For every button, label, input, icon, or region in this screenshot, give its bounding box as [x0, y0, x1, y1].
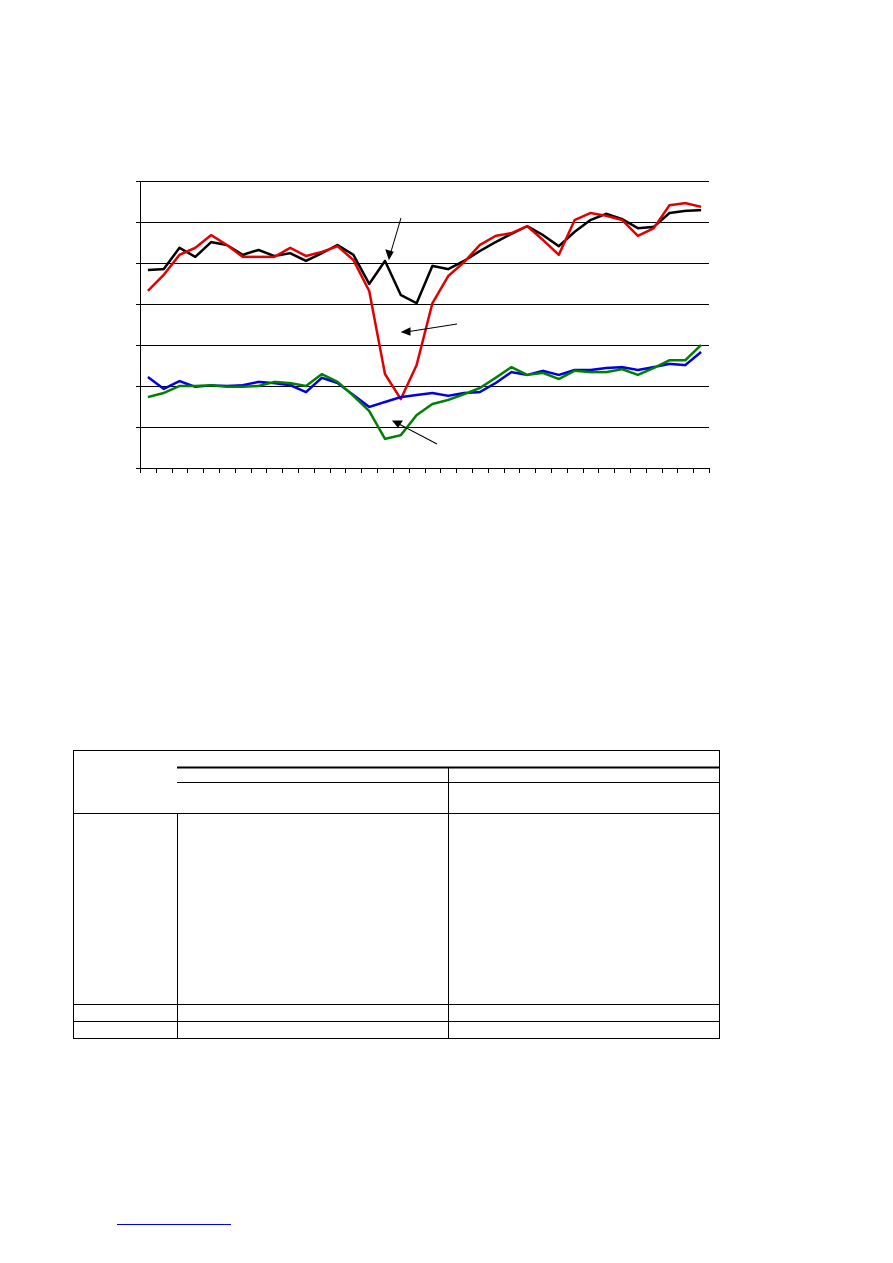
chart: [136, 181, 710, 473]
series-line: [147, 351, 702, 409]
series-line: [147, 201, 702, 401]
table: [73, 750, 720, 1039]
arrow-head: [400, 327, 411, 336]
annotation-arrows: [385, 217, 458, 445]
arrow-head: [391, 420, 403, 428]
arrow: [405, 323, 458, 333]
arrow: [396, 422, 438, 445]
arrow: [389, 217, 402, 256]
table-border: [73, 750, 720, 1039]
arrow-head: [385, 249, 394, 261]
series-line: [147, 344, 702, 441]
series-line: [147, 208, 702, 305]
